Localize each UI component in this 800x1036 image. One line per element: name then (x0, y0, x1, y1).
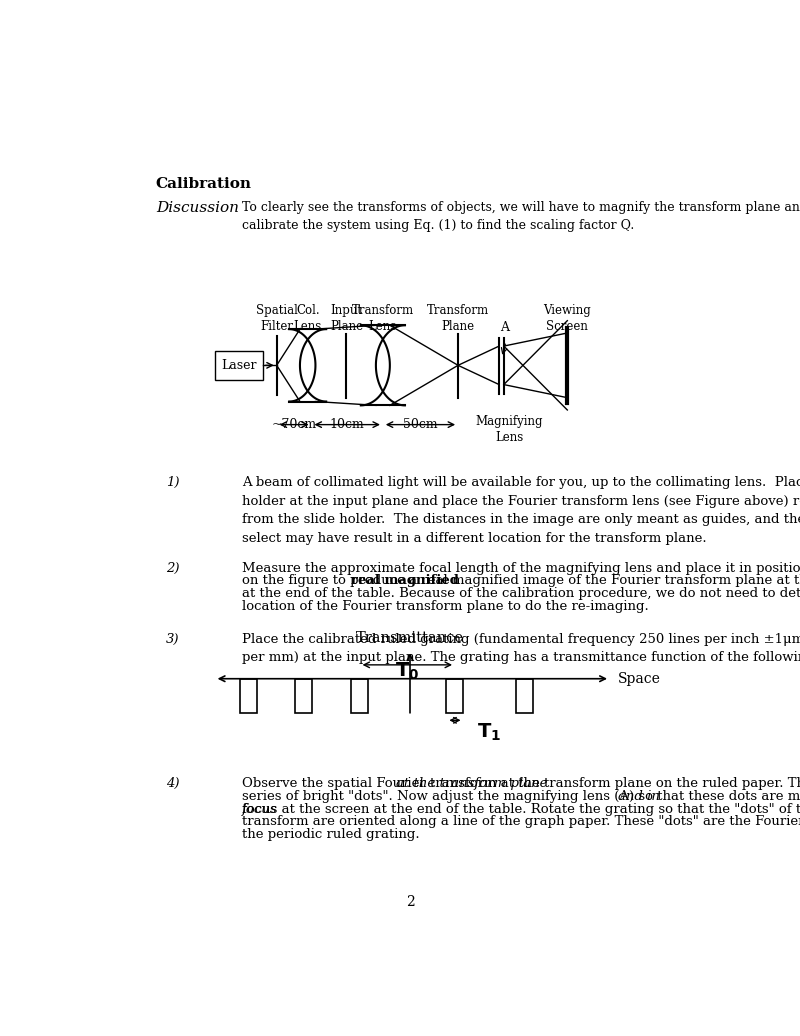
Text: 2: 2 (406, 895, 414, 909)
Text: focus: focus (242, 803, 278, 815)
Text: Transform
Plane: Transform Plane (427, 304, 489, 333)
Text: Calibration: Calibration (156, 177, 252, 191)
Text: 4): 4) (166, 777, 179, 790)
Bar (516, 679, 534, 713)
Text: location of the Fourier transform plane to do the re-imaging.: location of the Fourier transform plane … (242, 600, 649, 613)
Bar (446, 679, 463, 713)
Text: the periodic ruled grating.: the periodic ruled grating. (242, 828, 419, 841)
Text: 2): 2) (166, 562, 179, 575)
Bar (351, 679, 368, 713)
Text: Laser: Laser (221, 358, 257, 372)
Text: Transform
Lens: Transform Lens (352, 304, 414, 333)
Text: 3): 3) (166, 633, 179, 645)
Bar (214, 351, 262, 380)
Text: Discussion: Discussion (156, 201, 239, 215)
Text: Input
Plane: Input Plane (330, 304, 363, 333)
Text: ~70cm: ~70cm (271, 419, 316, 431)
Text: Col.
Lens: Col. Lens (294, 304, 322, 333)
Text: at the end of the table. Because of the calibration procedure, we do not need to: at the end of the table. Because of the … (242, 587, 800, 600)
Text: A: A (500, 321, 509, 334)
Text: To clearly see the transforms of objects, we will have to magnify the transform : To clearly see the transforms of objects… (242, 201, 800, 232)
Text: $\mathbf{T_1}$: $\mathbf{T_1}$ (478, 722, 502, 743)
Bar (294, 679, 311, 713)
Text: Observe the spatial Fourier transform at the transform plane on the ruled paper.: Observe the spatial Fourier transform at… (242, 777, 800, 790)
Text: at the transform plane: at the transform plane (395, 777, 547, 790)
Text: 1): 1) (166, 477, 179, 489)
Text: Place the calibrated ruled grating (fundamental frequency 250 lines per inch ±1μ: Place the calibrated ruled grating (fund… (242, 633, 800, 664)
Text: Transmittance: Transmittance (356, 631, 464, 644)
Text: $\mathbf{T_0}$: $\mathbf{T_0}$ (394, 660, 419, 682)
Text: series of bright "dots". Now adjust the magnifying lens (A) so that these dots a: series of bright "dots". Now adjust the … (242, 790, 800, 803)
Text: A beam of collimated light will be available for you, up to the collimating lens: A beam of collimated light will be avail… (242, 477, 800, 545)
Text: 10cm: 10cm (330, 419, 365, 431)
Text: Space: Space (618, 671, 661, 686)
Text: Measure the approximate focal length of the magnifying lens and place it in posi: Measure the approximate focal length of … (242, 562, 800, 575)
Text: on the figure to produce a real magnified image of the Fourier transform plane a: on the figure to produce a real magnifie… (242, 574, 800, 587)
Text: focus at the screen at the end of the table. Rotate the grating so that the "dot: focus at the screen at the end of the ta… (242, 803, 800, 815)
Text: Magnifying
Lens: Magnifying Lens (475, 415, 543, 444)
Text: real magnified: real magnified (351, 574, 459, 587)
Text: Viewing
Screen: Viewing Screen (543, 304, 591, 333)
Text: and in: and in (618, 790, 660, 803)
Text: transform are oriented along a line of the graph paper. These "dots" are the Fou: transform are oriented along a line of t… (242, 815, 800, 829)
Text: Spatial
Filter: Spatial Filter (256, 304, 298, 333)
Text: 50cm: 50cm (402, 419, 438, 431)
Bar (240, 679, 258, 713)
